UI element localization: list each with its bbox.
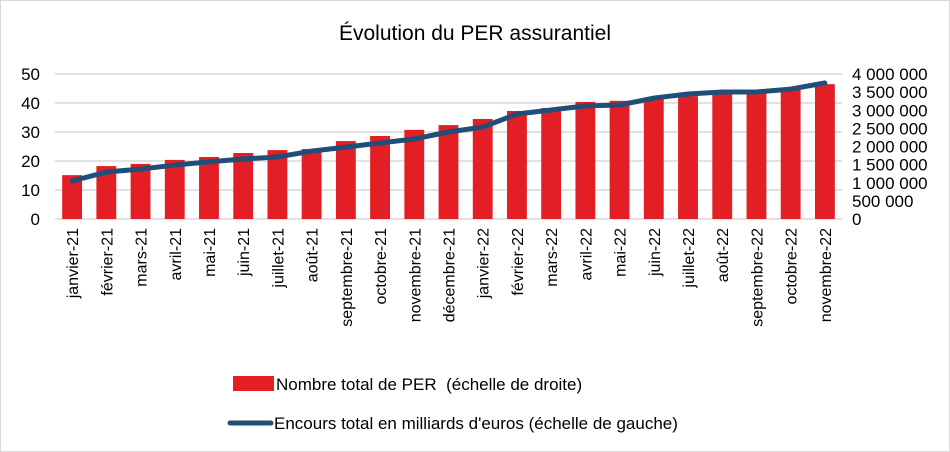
bar-mai-22 bbox=[609, 100, 630, 219]
x-tick-label: octobre-22 bbox=[784, 228, 801, 305]
left-tick-label: 30 bbox=[21, 123, 40, 142]
bar-novembre-21 bbox=[404, 129, 425, 219]
bar-series bbox=[62, 84, 835, 220]
right-tick-label: 500 000 bbox=[852, 192, 913, 211]
x-tick-label: juin-21 bbox=[236, 228, 253, 277]
x-tick-label: mai-22 bbox=[613, 228, 630, 277]
bar-août-22 bbox=[712, 93, 733, 219]
x-tick-label: octobre-21 bbox=[373, 228, 390, 305]
bar-juillet-22 bbox=[678, 96, 698, 219]
bar-septembre-21 bbox=[335, 141, 356, 219]
x-tick-label: septembre-21 bbox=[339, 228, 356, 327]
bar-mai-21 bbox=[199, 157, 219, 219]
bar-octobre-21 bbox=[370, 135, 390, 219]
bar-juillet-21 bbox=[267, 150, 288, 219]
left-axis-ticks: 0 10 20 30 40 50 bbox=[21, 65, 40, 229]
x-tick-label: août-21 bbox=[305, 228, 322, 282]
bar-décembre-21 bbox=[438, 125, 459, 219]
line-series bbox=[69, 80, 828, 184]
bar-juin-21 bbox=[233, 153, 254, 219]
left-tick-label: 50 bbox=[21, 65, 40, 84]
bar-août-21 bbox=[301, 149, 322, 219]
x-tick-label: septembre-22 bbox=[749, 228, 766, 327]
bar-avril-21 bbox=[164, 159, 185, 219]
bar-novembre-22 bbox=[814, 84, 835, 220]
x-tick-label: janvier-21 bbox=[65, 228, 82, 299]
x-tick-label: février-22 bbox=[510, 228, 527, 296]
left-tick-label: 40 bbox=[21, 94, 40, 113]
x-tick-label: mai-21 bbox=[202, 228, 219, 277]
gridlines bbox=[55, 73, 842, 220]
legend: Nombre total de PER (échelle de droite) … bbox=[227, 375, 678, 433]
right-tick-label: 1 000 000 bbox=[852, 174, 928, 193]
right-tick-label: 2 000 000 bbox=[852, 138, 928, 157]
right-tick-label: 2 500 000 bbox=[852, 119, 928, 138]
x-tick-label: avril-22 bbox=[578, 228, 595, 281]
bar-octobre-22 bbox=[780, 89, 801, 219]
x-tick-label: août-22 bbox=[715, 228, 732, 282]
x-tick-label: novembre-21 bbox=[407, 228, 424, 322]
right-tick-label: 3 000 000 bbox=[852, 101, 928, 120]
x-axis-labels: janvier-21 février-21 mars-21 avril-21 mai-2… bbox=[65, 228, 835, 327]
right-tick-label: 0 bbox=[852, 210, 861, 229]
chart-title: Évolution du PER assurantiel bbox=[339, 22, 611, 45]
x-tick-label: juin-22 bbox=[647, 228, 664, 277]
left-tick-label: 20 bbox=[21, 152, 40, 171]
x-tick-label: janvier-22 bbox=[476, 228, 493, 299]
legend-bar-swatch bbox=[233, 376, 274, 391]
x-tick-label: mars-22 bbox=[544, 228, 561, 287]
legend-bar-label: Nombre total de PER (échelle de droite) bbox=[276, 375, 582, 394]
bar-septembre-22 bbox=[746, 92, 767, 219]
right-tick-label: 1 500 000 bbox=[852, 156, 928, 175]
bar-janvier-22 bbox=[472, 118, 493, 219]
bar-février-21 bbox=[96, 166, 117, 219]
x-tick-label: novembre-22 bbox=[818, 228, 835, 322]
bar-janvier-21 bbox=[62, 175, 83, 219]
bar-juin-22 bbox=[643, 99, 664, 219]
right-tick-label: 3 500 000 bbox=[852, 83, 928, 102]
x-tick-label: avril-21 bbox=[168, 228, 185, 281]
x-tick-label: décembre-21 bbox=[442, 228, 459, 322]
legend-line-label: Encours total en milliards d'euros (éche… bbox=[274, 414, 678, 433]
x-tick-label: mars-21 bbox=[134, 228, 151, 287]
x-tick-label: juillet-22 bbox=[681, 228, 698, 289]
left-tick-label: 0 bbox=[31, 210, 40, 229]
bar-mars-21 bbox=[130, 163, 151, 219]
left-tick-label: 10 bbox=[21, 181, 40, 200]
bar-février-22 bbox=[507, 110, 527, 219]
x-tick-label: juillet-21 bbox=[270, 228, 287, 289]
bar-avril-22 bbox=[575, 101, 596, 219]
x-tick-label: février-21 bbox=[99, 228, 116, 296]
right-tick-label: 4 000 000 bbox=[852, 65, 928, 84]
bar-mars-22 bbox=[541, 108, 562, 219]
